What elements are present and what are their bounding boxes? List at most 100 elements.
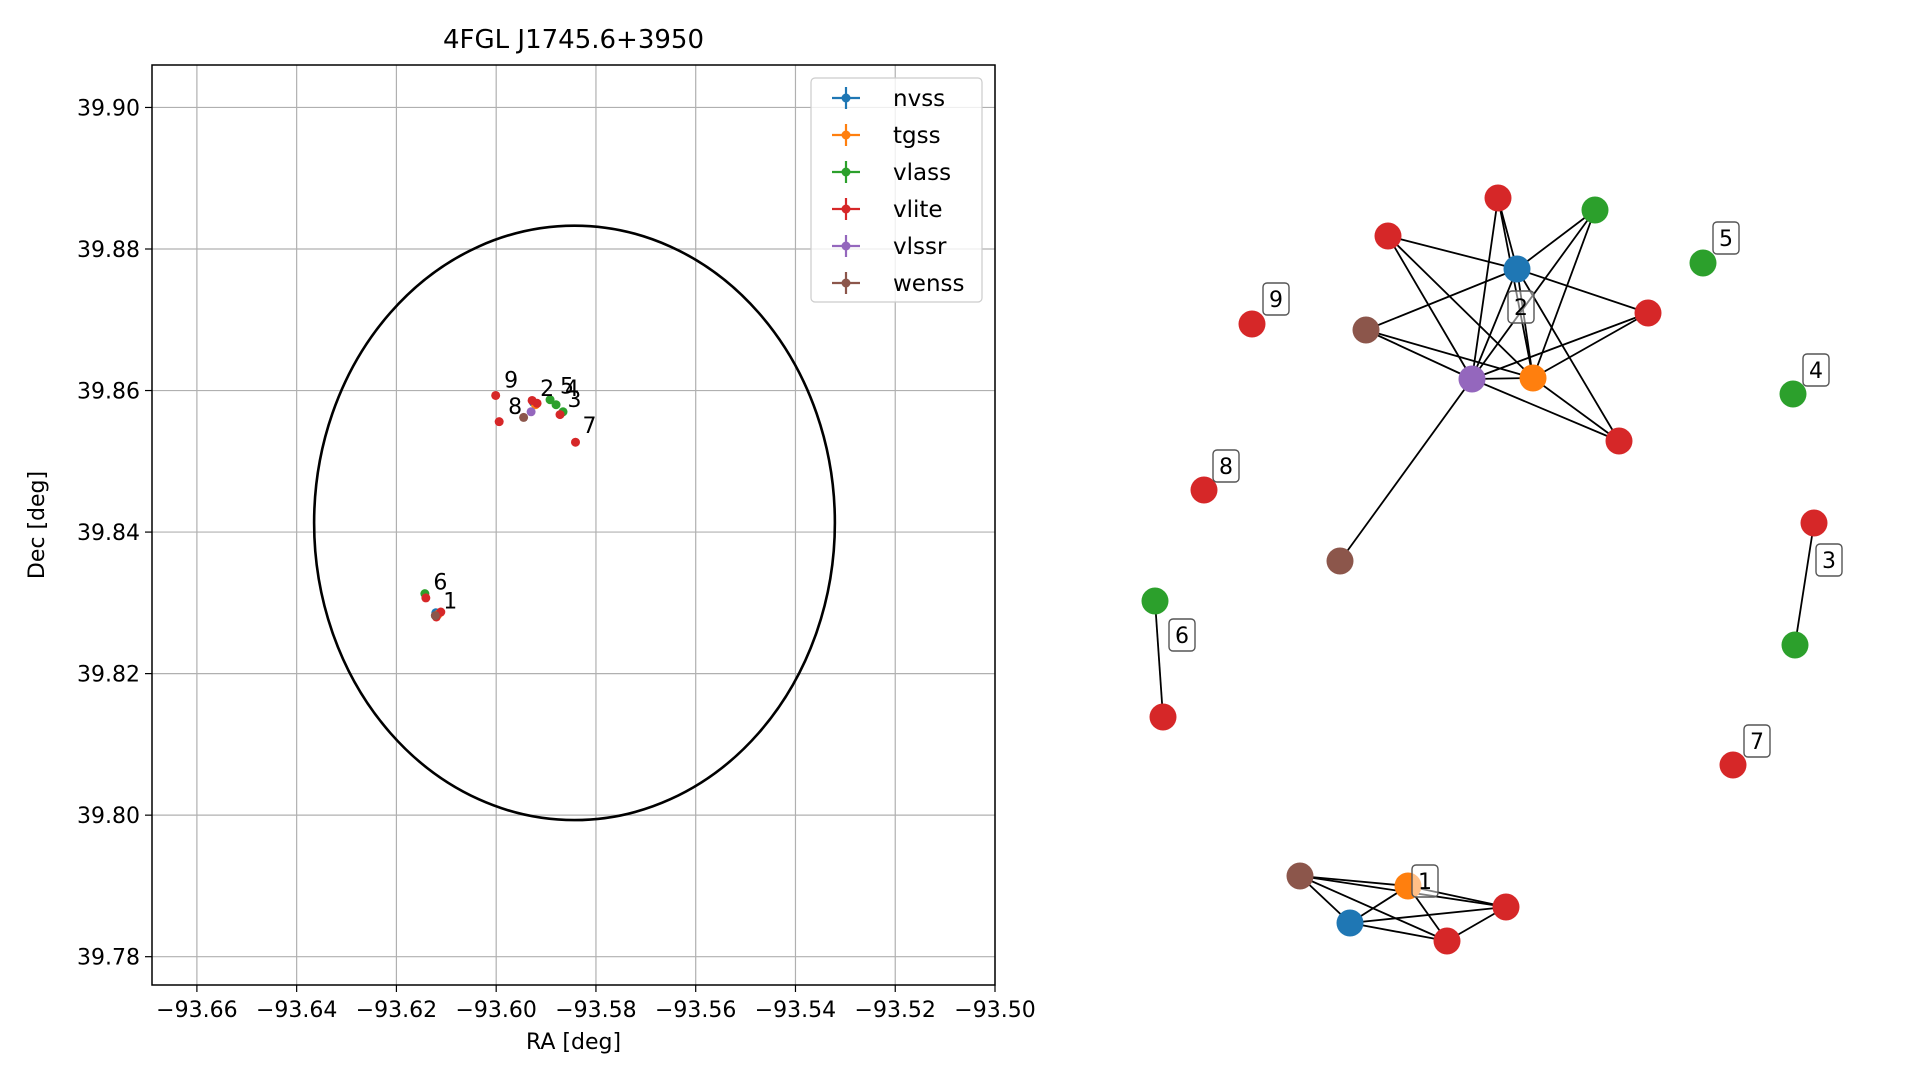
legend-label-tgss: tgss xyxy=(893,123,941,149)
graph-node xyxy=(1781,631,1809,659)
legend-label-vlssr: vlssr xyxy=(893,234,947,260)
x-tick-label: −93.62 xyxy=(356,998,437,1023)
graph-edges xyxy=(1154,197,1815,942)
graph-label-box xyxy=(1743,724,1771,758)
y-tick-label: 39.88 xyxy=(77,238,140,263)
tgss-legend-dot xyxy=(841,130,851,140)
vlite-point xyxy=(532,398,542,408)
x-tick-label: −93.56 xyxy=(655,998,736,1023)
point-annotation: 3 xyxy=(568,388,582,413)
graph-node xyxy=(1238,310,1266,338)
graph-node xyxy=(1519,364,1547,392)
graph-edge xyxy=(1471,268,1518,380)
legend-label-vlass: vlass xyxy=(893,160,951,186)
point-annotation: 9 xyxy=(504,369,518,394)
graph-label-box xyxy=(1411,864,1439,898)
graph-edge xyxy=(1532,312,1649,379)
graph-label: 3 xyxy=(1822,549,1836,574)
legend-label-vlite: vlite xyxy=(893,197,943,223)
graph-node xyxy=(1779,380,1807,408)
graph-node xyxy=(1719,751,1747,779)
legend-label-nvss: nvss xyxy=(893,86,945,112)
nvss-legend-dot xyxy=(841,93,851,103)
graph-node xyxy=(1800,509,1828,537)
x-tick-label: −93.58 xyxy=(555,998,636,1023)
x-tick-label: −93.64 xyxy=(256,998,337,1023)
x-axis-ticks: −93.66 −93.64 −93.62 −93.60 −93.58 −93.56 −93.… xyxy=(156,985,1036,1023)
x-tick-label: −93.52 xyxy=(855,998,936,1023)
graph-node xyxy=(1326,547,1354,575)
graph-edge xyxy=(1532,209,1596,379)
graph-node xyxy=(1689,249,1717,277)
legend: nvss tgss vlass vlite vlssr wenss xyxy=(810,77,983,303)
y-tick-label: 39.80 xyxy=(77,804,140,829)
y-tick-label: 39.84 xyxy=(77,521,140,546)
wenss-legend-dot xyxy=(841,278,851,288)
wenss-point xyxy=(519,412,529,422)
graph-node xyxy=(1286,862,1314,890)
y-tick-label: 39.90 xyxy=(77,96,140,121)
point-annotation: 6 xyxy=(433,570,447,595)
grid xyxy=(152,65,996,985)
graph-edge xyxy=(1339,378,1473,562)
graph-label: 6 xyxy=(1175,624,1189,649)
point-annotation: 5 xyxy=(560,374,574,399)
vlass-legend-dot xyxy=(841,167,851,177)
point-annotation: 1 xyxy=(443,590,457,615)
wenss-point xyxy=(430,611,440,621)
point-annotation: 4 xyxy=(565,377,579,402)
graph-edge xyxy=(1349,922,1448,942)
legend-label-wenss: wenss xyxy=(893,271,965,297)
graph-edge xyxy=(1794,522,1815,646)
vlite-legend-dot xyxy=(841,204,851,214)
x-tick-label: −93.66 xyxy=(156,998,237,1023)
vlite-point xyxy=(555,410,565,420)
graph-node xyxy=(1484,184,1512,212)
vlite-point xyxy=(491,390,501,400)
graph-edge xyxy=(1387,235,1518,270)
graph-node xyxy=(1503,255,1531,283)
graph-label: 5 xyxy=(1719,227,1733,252)
graph-node xyxy=(1336,909,1364,937)
graph-edge xyxy=(1387,235,1473,380)
vlssr-legend-dot xyxy=(841,241,851,251)
uncertainty-ellipse xyxy=(312,224,837,822)
point-annotation: 7 xyxy=(582,414,596,439)
graph-node xyxy=(1149,703,1177,731)
graph-edge xyxy=(1497,197,1534,379)
uncertainty-ellipse-layer xyxy=(312,224,837,822)
graph-node xyxy=(1634,299,1662,327)
vlite-point xyxy=(570,437,580,447)
graph-label: 9 xyxy=(1269,288,1283,313)
graph-label: 7 xyxy=(1750,730,1764,755)
graph-edge xyxy=(1365,268,1518,331)
graph-node xyxy=(1433,927,1461,955)
graph-edge xyxy=(1516,268,1649,314)
point-annotation: 8 xyxy=(508,395,522,420)
graph-edge xyxy=(1532,377,1620,442)
graph-label: 8 xyxy=(1219,455,1233,480)
graph-node xyxy=(1352,316,1380,344)
network-graph: 1 2 3 4 5 6 7 8 9 xyxy=(1141,184,1843,955)
graph-edge xyxy=(1349,906,1507,924)
graph-edge xyxy=(1471,378,1620,442)
graph-edge xyxy=(1299,875,1409,887)
vlite-point xyxy=(421,593,431,603)
graph-node xyxy=(1141,587,1169,615)
graph-node xyxy=(1458,365,1486,393)
graph-label: 1 xyxy=(1418,870,1432,895)
vlass-point xyxy=(545,395,555,405)
y-axis-label: Dec [deg] xyxy=(25,471,50,579)
graph-edge xyxy=(1516,209,1596,270)
graph-edge xyxy=(1471,197,1499,380)
y-axis-ticks: 39.78 39.80 39.82 39.84 39.86 39.88 39.90 xyxy=(77,96,152,971)
x-tick-label: −93.54 xyxy=(755,998,836,1023)
graph-node xyxy=(1605,427,1633,455)
y-tick-label: 39.86 xyxy=(77,380,140,405)
graph-labels: 1 2 3 4 5 6 7 8 9 xyxy=(1168,221,1843,898)
graph-nodes xyxy=(1141,184,1828,955)
x-axis-label: RA [deg] xyxy=(526,1030,621,1055)
y-tick-label: 39.78 xyxy=(77,946,140,971)
graph-label-box xyxy=(1712,221,1740,255)
